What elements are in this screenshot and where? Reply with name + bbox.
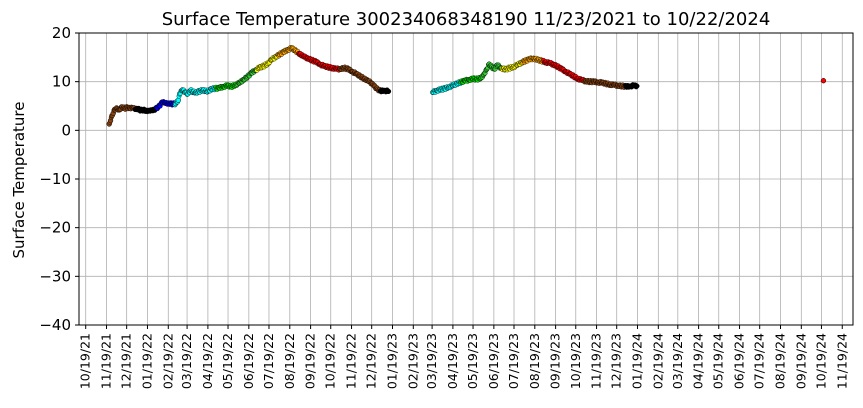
x-tick-label: 05/19/24 <box>711 333 726 389</box>
x-tick-label: 06/19/22 <box>241 333 256 389</box>
x-tick-label: 10/19/24 <box>813 333 828 389</box>
x-tick-label: 08/19/22 <box>282 333 297 389</box>
x-tick-label: 06/19/24 <box>732 333 747 389</box>
x-tick-label: 01/19/23 <box>384 333 399 389</box>
x-tick-label: 10/19/23 <box>568 333 583 389</box>
grid-lines <box>79 32 853 326</box>
y-axis-label: Surface Temperature <box>10 102 28 259</box>
y-tick-label: −10 <box>39 170 71 188</box>
x-tick-label: 12/19/22 <box>364 333 379 389</box>
x-tick-label: 12/19/21 <box>119 333 134 389</box>
x-axis: 10/19/21 11/19/21 12/19/21 01/19/22 02/19/22… <box>78 325 849 389</box>
data-point <box>385 88 392 95</box>
x-tick-label: 01/19/24 <box>630 333 645 389</box>
y-tick-label: −40 <box>39 316 71 334</box>
x-tick-label: 11/19/24 <box>834 333 849 389</box>
x-tick-label: 06/19/23 <box>486 333 501 389</box>
x-tick-label: 09/19/22 <box>303 333 318 389</box>
x-tick-label: 03/19/24 <box>670 333 685 389</box>
y-tick-label: 10 <box>52 73 71 91</box>
x-tick-label: 07/19/24 <box>752 333 767 389</box>
chart-title: Surface Temperature 300234068348190 11/2… <box>162 9 771 30</box>
x-tick-label: 10/19/21 <box>78 333 93 389</box>
x-tick-label: 03/19/23 <box>424 333 439 389</box>
x-tick-label: 05/19/22 <box>220 333 235 389</box>
data-point <box>634 83 640 89</box>
data-point <box>820 78 827 84</box>
x-tick-label: 10/19/22 <box>323 333 338 389</box>
x-tick-label: 02/19/23 <box>405 333 420 389</box>
y-axis: 20 10 0 −10 −20 −30 −40 <box>39 24 79 334</box>
x-tick-label: 09/19/24 <box>793 333 808 389</box>
x-tick-label: 01/19/22 <box>139 333 154 389</box>
x-tick-label: 08/19/24 <box>773 333 788 389</box>
x-tick-label: 11/19/22 <box>344 333 359 389</box>
x-tick-label: 02/19/24 <box>650 333 665 389</box>
y-tick-label: −20 <box>39 219 71 237</box>
y-tick-label: 20 <box>52 24 71 42</box>
y-tick-label: −30 <box>39 267 71 285</box>
data-points <box>106 45 827 127</box>
x-tick-label: 08/19/23 <box>527 333 542 389</box>
x-tick-label: 12/19/23 <box>609 333 624 389</box>
x-tick-label: 04/19/23 <box>445 333 460 389</box>
y-tick-label: 0 <box>61 121 71 139</box>
x-tick-label: 03/19/22 <box>179 333 194 389</box>
x-tick-label: 09/19/23 <box>548 333 563 389</box>
x-tick-label: 04/19/22 <box>200 333 215 389</box>
x-tick-label: 05/19/23 <box>465 333 480 389</box>
x-tick-label: 11/19/23 <box>589 333 604 389</box>
x-tick-label: 07/19/22 <box>261 333 276 389</box>
x-tick-label: 04/19/24 <box>691 333 706 389</box>
x-tick-label: 02/19/22 <box>160 333 175 389</box>
x-tick-label: 07/19/23 <box>506 333 521 389</box>
x-tick-label: 11/19/21 <box>99 333 114 389</box>
